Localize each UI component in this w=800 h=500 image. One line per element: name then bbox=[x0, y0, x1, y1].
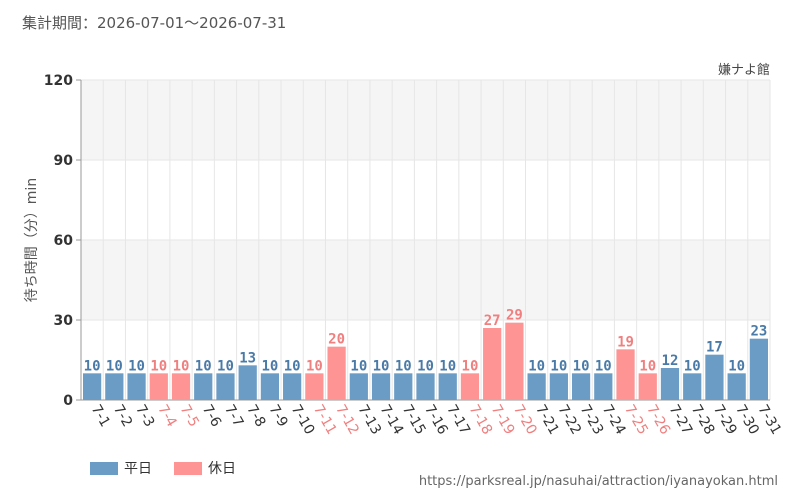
chart-title: 嫌ナよ館 bbox=[717, 63, 770, 78]
bar bbox=[638, 373, 657, 400]
x-tick-label: 7-9 bbox=[265, 402, 290, 430]
source-url: https://parksreal.jp/nasuhai/attraction/… bbox=[418, 474, 778, 489]
legend-label-holiday: 休日 bbox=[208, 461, 236, 477]
legend: 平日 休日 bbox=[90, 458, 258, 478]
bar bbox=[660, 368, 680, 400]
bar bbox=[594, 373, 613, 400]
x-tick-label: 7-3 bbox=[132, 402, 157, 430]
bar bbox=[105, 373, 124, 400]
bar bbox=[727, 373, 746, 400]
bar bbox=[683, 373, 702, 400]
period-label: 集計期間：2026-07-01～2026-07-31 bbox=[22, 14, 287, 32]
bar-value-label: 20 bbox=[328, 332, 345, 348]
x-tick-label: 7-7 bbox=[221, 402, 246, 430]
bar-value-label: 10 bbox=[684, 358, 701, 374]
bar bbox=[416, 373, 435, 400]
y-tick-label: 120 bbox=[44, 73, 73, 89]
bar bbox=[527, 373, 546, 400]
x-tick-label: 7-4 bbox=[154, 402, 179, 430]
bar-value-label: 10 bbox=[350, 358, 367, 374]
bar-value-label: 10 bbox=[173, 358, 190, 374]
y-tick-label: 0 bbox=[63, 393, 73, 409]
legend-item-weekday: 平日 bbox=[90, 458, 152, 478]
bar bbox=[549, 373, 568, 400]
bar-value-label: 10 bbox=[395, 358, 412, 374]
bar bbox=[616, 349, 635, 400]
y-tick-label: 30 bbox=[54, 313, 74, 329]
bar bbox=[327, 346, 346, 400]
bar bbox=[83, 373, 102, 400]
grid-band bbox=[81, 80, 770, 160]
bar bbox=[460, 373, 480, 400]
bar bbox=[749, 338, 768, 400]
bar-value-label: 23 bbox=[750, 324, 767, 340]
bar bbox=[283, 373, 302, 400]
bar-value-label: 10 bbox=[417, 358, 434, 374]
bar-value-label: 10 bbox=[217, 358, 234, 374]
bar-value-label: 10 bbox=[639, 358, 656, 374]
legend-swatch-holiday bbox=[174, 461, 202, 475]
bar bbox=[505, 322, 524, 400]
legend-swatch-weekday bbox=[90, 461, 118, 475]
bar-value-label: 10 bbox=[106, 358, 123, 374]
bar bbox=[394, 373, 413, 400]
bar bbox=[705, 354, 724, 400]
x-tick-label: 7-2 bbox=[110, 402, 135, 430]
x-tick-label: 7-31 bbox=[754, 402, 784, 438]
bar bbox=[305, 373, 324, 400]
bar-value-label: 10 bbox=[573, 358, 590, 374]
bar-value-label: 19 bbox=[617, 334, 634, 350]
grid-band bbox=[81, 240, 770, 320]
bar-value-label: 10 bbox=[150, 358, 167, 374]
x-tick-label: 7-6 bbox=[199, 402, 224, 430]
bar bbox=[194, 373, 213, 400]
y-tick-label: 90 bbox=[54, 153, 74, 169]
legend-label-weekday: 平日 bbox=[124, 461, 152, 477]
x-tick-label: 7-5 bbox=[177, 402, 202, 430]
bar bbox=[371, 373, 391, 400]
bar bbox=[571, 373, 591, 400]
bar-value-label: 17 bbox=[706, 340, 723, 356]
bar-value-label: 10 bbox=[462, 358, 479, 374]
y-axis-label: 待ち時間（分）min bbox=[24, 178, 40, 302]
y-tick-label: 60 bbox=[54, 233, 74, 249]
bar-value-label: 13 bbox=[239, 350, 256, 366]
bar-value-label: 12 bbox=[662, 353, 679, 369]
bar bbox=[260, 373, 280, 400]
bar-value-label: 10 bbox=[261, 358, 278, 374]
bar-value-label: 10 bbox=[195, 358, 212, 374]
bar bbox=[171, 373, 191, 400]
bar-value-label: 10 bbox=[528, 358, 545, 374]
bar-value-label: 10 bbox=[439, 358, 456, 374]
bar-value-label: 27 bbox=[484, 313, 501, 329]
x-tick-label: 7-1 bbox=[88, 402, 113, 430]
bar-value-label: 10 bbox=[284, 358, 301, 374]
bar-value-label: 29 bbox=[506, 308, 523, 324]
bar bbox=[149, 373, 168, 400]
x-tick-label: 7-8 bbox=[243, 402, 268, 430]
bar-value-label: 10 bbox=[728, 358, 745, 374]
bar-value-label: 10 bbox=[550, 358, 567, 374]
bar-value-label: 10 bbox=[306, 358, 323, 374]
bar-value-label: 10 bbox=[84, 358, 101, 374]
bar bbox=[238, 365, 257, 400]
bar bbox=[349, 373, 368, 400]
bar bbox=[483, 328, 502, 400]
bar bbox=[438, 373, 457, 400]
bar-value-label: 10 bbox=[373, 358, 390, 374]
bar bbox=[216, 373, 235, 400]
bar-value-label: 10 bbox=[595, 358, 612, 374]
legend-item-holiday: 休日 bbox=[174, 458, 236, 478]
bar bbox=[127, 373, 146, 400]
bar-value-label: 10 bbox=[128, 358, 145, 374]
